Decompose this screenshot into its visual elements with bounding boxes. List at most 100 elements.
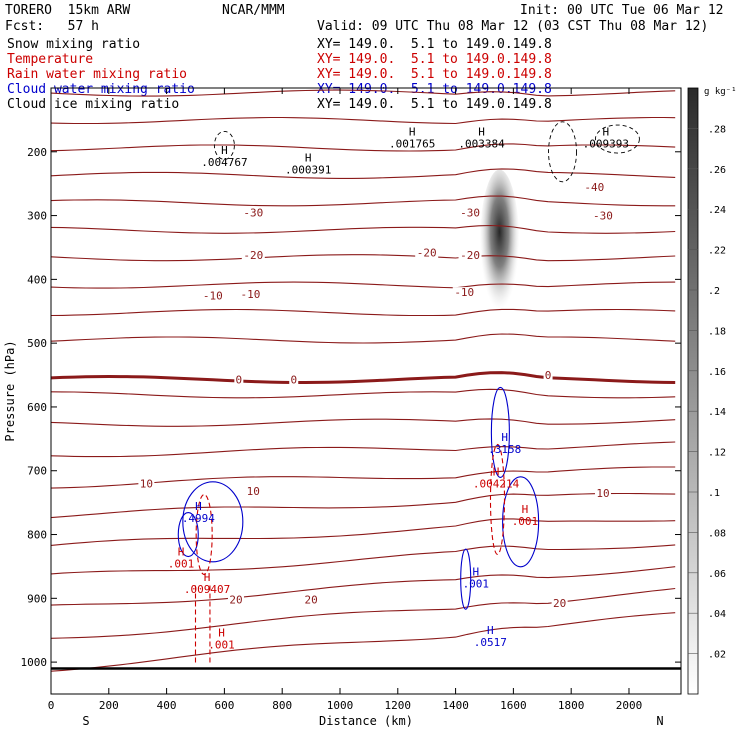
legend-xy-rain: XY= 149.0. 5.1 to 149.0.149.8 xyxy=(317,67,552,82)
isotherm-line xyxy=(51,492,676,519)
y-tick-label: 400 xyxy=(27,273,47,286)
colorbar-tick-label: .1 xyxy=(708,488,720,499)
maximum-value-label: .001 xyxy=(512,515,539,528)
maximum-value-label: .004214 xyxy=(473,477,520,490)
temperature-label: 10 xyxy=(596,487,609,500)
colorbar-tick-label: .26 xyxy=(708,165,726,176)
colorbar-tick-label: .16 xyxy=(708,367,726,378)
legend-temperature: Temperature xyxy=(7,52,94,67)
temperature-label-bg xyxy=(245,486,262,498)
temperature-label: 0 xyxy=(545,369,552,382)
legend-xy-temperature: XY= 149.0. 5.1 to 149.0.149.8 xyxy=(317,52,552,67)
temperature-label: -20 xyxy=(460,249,480,262)
y-tick-label: 700 xyxy=(27,465,47,478)
temperature-label: -20 xyxy=(243,249,263,262)
temperature-label: 20 xyxy=(229,594,242,607)
cloud-water-contour xyxy=(182,481,244,563)
cloud-water-contour xyxy=(490,386,510,479)
temperature-label-bg xyxy=(594,488,611,500)
isotherm-line xyxy=(51,195,676,207)
x-tick-label: 200 xyxy=(99,699,119,712)
cloud-water-contour xyxy=(177,511,199,558)
isotherm-line xyxy=(51,224,676,234)
legend-snow: Snow mixing ratio xyxy=(7,37,141,52)
temperature-label-bg xyxy=(201,290,225,302)
maximum-value-label: .001765 xyxy=(389,137,435,150)
y-tick-label: 300 xyxy=(27,210,47,223)
maximum-marker: H xyxy=(493,465,500,478)
x-tick-label: 2000 xyxy=(616,699,643,712)
legend-xy-cloud-ice: XY= 149.0. 5.1 to 149.0.149.8 xyxy=(317,97,552,112)
colorbar-tick-label: .08 xyxy=(708,528,726,539)
maximum-value-label: .001 xyxy=(168,558,195,571)
temperature-label: 20 xyxy=(553,597,566,610)
x-tick-label: 800 xyxy=(272,699,292,712)
temperature-label-bg xyxy=(452,287,476,299)
colorbar-tick-label: .18 xyxy=(708,326,726,337)
maximum-value-label: .4994 xyxy=(182,512,215,525)
legend-xy-cloud-water: XY= 149.0. 5.1 to 149.0.149.8 xyxy=(317,82,552,97)
temperature-label: -10 xyxy=(240,288,260,301)
maximum-marker: H xyxy=(221,144,228,157)
temperature-label: -10 xyxy=(203,289,223,302)
temperature-label-bg xyxy=(458,207,482,219)
isotherm-line xyxy=(51,418,676,427)
isotherm-line xyxy=(51,388,676,399)
temperature-label-bg xyxy=(241,207,265,219)
maximum-value-label: .001 xyxy=(208,639,235,652)
maximum-value-label: .004767 xyxy=(201,156,247,169)
temperature-label-bg xyxy=(551,597,568,609)
temperature-label-bg xyxy=(591,210,615,222)
temperature-label-bg xyxy=(238,289,262,301)
colorbar-tick-label: .14 xyxy=(708,407,726,418)
isotherm-line xyxy=(51,89,676,97)
zero-degree-isotherm xyxy=(51,371,676,384)
maximum-value-label: .001 xyxy=(463,577,490,590)
temperature-label: -20 xyxy=(417,247,437,260)
x-tick-label: 1200 xyxy=(385,699,412,712)
maximum-marker: H xyxy=(178,546,185,559)
isotherm-line xyxy=(51,143,676,152)
y-tick-label: 200 xyxy=(27,146,47,159)
x-tick-label: 0 xyxy=(48,699,55,712)
temperature-label: -30 xyxy=(593,210,613,223)
colorbar xyxy=(687,87,699,695)
isotherm-line xyxy=(51,281,676,289)
x-tick-label: 1400 xyxy=(442,699,469,712)
plot-frame xyxy=(50,87,682,695)
center-title: NCAR/MMM xyxy=(222,3,285,18)
north-label: N xyxy=(656,714,663,728)
y-tick-label: 900 xyxy=(27,592,47,605)
temperature-label-bg xyxy=(415,247,439,259)
isotherm-line xyxy=(51,308,676,317)
colorbar-tick-label: .22 xyxy=(708,246,726,257)
cloud-water-contour xyxy=(502,476,540,568)
maximum-value-label: .003384 xyxy=(458,137,505,150)
temperature-label-bg xyxy=(458,250,482,262)
colorbar-tick-label: .04 xyxy=(708,609,726,620)
temperature-label: -30 xyxy=(460,206,480,219)
snow-core-shading xyxy=(479,169,520,326)
maximum-marker: H xyxy=(473,565,480,578)
isotherm-line xyxy=(51,168,676,179)
maximum-marker: H xyxy=(204,571,211,584)
temperature-label: 10 xyxy=(247,485,260,498)
maximum-value-label: .3158 xyxy=(488,443,521,456)
rain-contour xyxy=(489,443,506,555)
x-tick-label: 400 xyxy=(157,699,177,712)
x-tick-label: 1800 xyxy=(558,699,585,712)
temperature-label: -30 xyxy=(243,206,263,219)
temperature-label-bg xyxy=(241,250,265,262)
temperature-label-bg xyxy=(543,370,553,382)
temperature-label: 0 xyxy=(290,374,297,387)
maximum-marker: H xyxy=(305,151,312,164)
x-tick-label: 1600 xyxy=(500,699,527,712)
isotherm-line xyxy=(51,466,676,489)
y-axis-label: Pressure (hPa) xyxy=(3,340,17,441)
x-axis-label: Distance (km) xyxy=(319,714,413,728)
rain-contour xyxy=(195,493,213,576)
colorbar-tick-label: .28 xyxy=(708,124,726,135)
init-time: Init: 00 UTC Tue 06 Mar 12 xyxy=(520,3,724,18)
isotherm-line xyxy=(51,587,676,639)
